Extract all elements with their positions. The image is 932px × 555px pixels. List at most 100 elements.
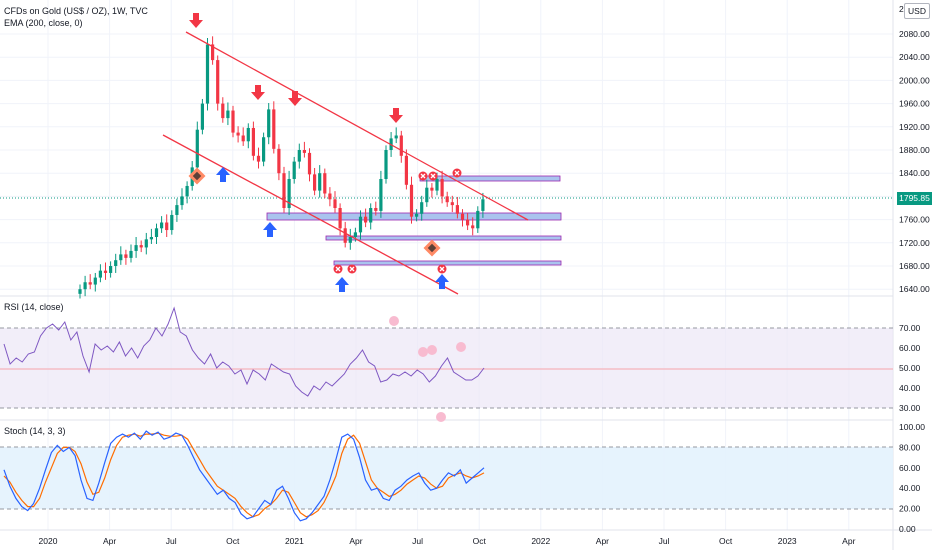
close-marker-x [420,173,426,179]
price-tick-label: 1920.00 [899,122,930,132]
time-tick-label: Apr [596,536,609,546]
arrow-down-icon [288,91,302,106]
candle-body [226,110,230,119]
arrow-down-icon [389,108,403,123]
rsi-line [3,306,485,397]
candle-body [78,289,82,294]
upper-trendline[interactable] [185,31,529,221]
close-marker-x [430,173,436,179]
candle-body [440,179,444,197]
candle-body [323,173,327,194]
zone-1730[interactable] [325,235,562,241]
stoch-tick-label: 20.00 [899,504,921,514]
time-tick-label: 2023 [778,536,797,546]
candle-body [180,196,184,206]
ema-label[interactable]: EMA (200, close, 0) [4,18,83,28]
candle-body [420,202,424,214]
stoch-title[interactable]: Stoch (14, 3, 3) [4,426,66,436]
candle-body [313,174,317,191]
price-tick-label: 2080.00 [899,29,930,39]
time-tick-label: Jul [659,536,670,546]
candle-body [455,205,459,214]
candle-body [379,179,383,211]
candle-body [205,44,210,104]
arrow-up-icon [263,222,277,237]
lower-trendline[interactable] [162,134,459,295]
candle-body [114,260,118,266]
rsi-tick-label: 60.00 [899,343,921,353]
candle-body [292,161,296,179]
candle-body [297,150,301,162]
stoch-tick-label: 40.00 [899,483,921,493]
price-tick-label: 2000.00 [899,75,930,85]
close-marker-x [349,266,355,272]
close-marker-icon [418,171,428,181]
stoch-axis: 100.00 80.00 60.00 40.00 20.00 0.00 [899,422,925,534]
candle-body [302,150,306,153]
candle-body [231,110,235,133]
candle-body [435,179,439,191]
price-tick-label: 1960.00 [899,99,930,109]
rsi-marker [456,342,466,352]
candle-body [144,239,148,248]
candle-body [394,135,398,139]
rsi-marker [389,316,399,326]
candle-body [216,60,220,104]
close-marker-icon [428,171,438,181]
candle-body [129,250,133,258]
main-legend: CFDs on Gold (US$ / OZ), 1W, TVC EMA (20… [4,5,148,29]
arrow-down-icon [189,13,203,28]
time-tick-label: 2021 [285,536,304,546]
time-axis[interactable]: 2020 Apr Jul Oct 2021 Apr Jul Oct 2022 Apr Jul Oct 2… [39,536,856,546]
rsi-title[interactable]: RSI (14, close) [4,302,64,312]
price-axis[interactable]: 2080.00 2040.00 2000.00 1960.00 1920.00 1880.… [899,29,930,294]
time-tick-label: Oct [719,536,733,546]
candle-body [149,237,153,240]
stoch-tick-label: 60.00 [899,463,921,473]
candle-body [241,135,245,142]
candle-body [272,109,276,149]
candle-body [384,150,388,179]
candle-body [93,277,97,285]
candle-body [262,137,266,162]
candle-body [445,196,449,203]
time-tick-label: Oct [473,536,487,546]
candlestick-series [78,36,485,299]
candle-body [267,109,271,138]
price-tick-label: 1720.00 [899,238,930,248]
candle-body [318,173,322,191]
time-tick-label: Oct [226,536,240,546]
candle-body [450,202,454,206]
scale-label[interactable]: 2 [899,4,904,14]
close-marker-icon [452,168,462,178]
time-tick-label: Jul [166,536,177,546]
rsi-marker [427,345,437,355]
zone-1765[interactable] [266,212,562,221]
candle-body [83,282,87,290]
rsi-tick-label: 70.00 [899,323,921,333]
candle-body [221,103,225,119]
zone-1685[interactable] [333,260,562,266]
candle-body [134,245,138,251]
price-tick-label: 1880.00 [899,145,930,155]
stoch-tick-label: 80.00 [899,442,921,452]
candle-body [246,127,250,142]
symbol-title[interactable]: CFDs on Gold (US$ / OZ), 1W, TVC [4,6,148,16]
candle-body [343,228,347,243]
candle-body [333,199,337,208]
currency-button[interactable]: USD [904,3,930,19]
candle-body [124,254,128,258]
time-tick-label: Apr [842,536,855,546]
time-tick-label: 2020 [39,536,58,546]
candle-body [200,103,204,130]
close-marker-x [439,266,445,272]
close-marker-x [335,266,341,272]
candle-body [98,270,102,278]
candle-body [256,155,261,162]
candle-body [430,187,434,191]
rsi-tick-label: 30.00 [899,403,921,413]
candle-body [358,216,363,233]
candle-body [374,208,378,211]
